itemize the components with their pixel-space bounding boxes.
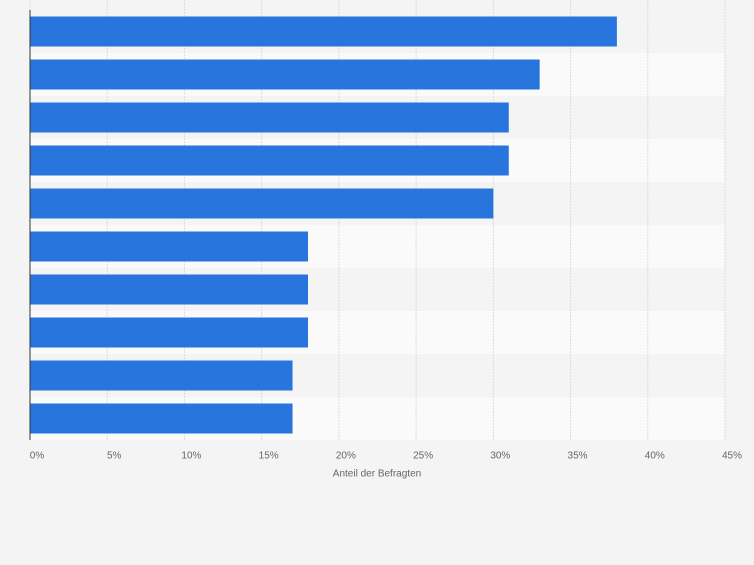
x-tick-label: 35% — [568, 451, 588, 462]
bar — [30, 188, 494, 219]
bar — [30, 145, 509, 176]
x-tick-label: 0% — [30, 451, 45, 462]
x-tick-label: 20% — [336, 451, 356, 462]
bar — [30, 16, 617, 47]
x-tick-label: 5% — [107, 451, 122, 462]
x-axis-label: Anteil der Befragten — [333, 469, 421, 480]
x-tick-label: 30% — [490, 451, 510, 462]
bar — [30, 231, 308, 262]
x-tick-label: 15% — [259, 451, 279, 462]
bar — [30, 59, 540, 90]
x-tick-label: 25% — [413, 451, 433, 462]
x-tick-label: 10% — [181, 451, 201, 462]
x-tick-label: 40% — [645, 451, 665, 462]
bar — [30, 403, 293, 434]
bar — [30, 274, 308, 305]
bar — [30, 317, 308, 348]
bar — [30, 102, 509, 133]
bar — [30, 360, 293, 391]
x-tick-label: 45% — [722, 451, 742, 462]
